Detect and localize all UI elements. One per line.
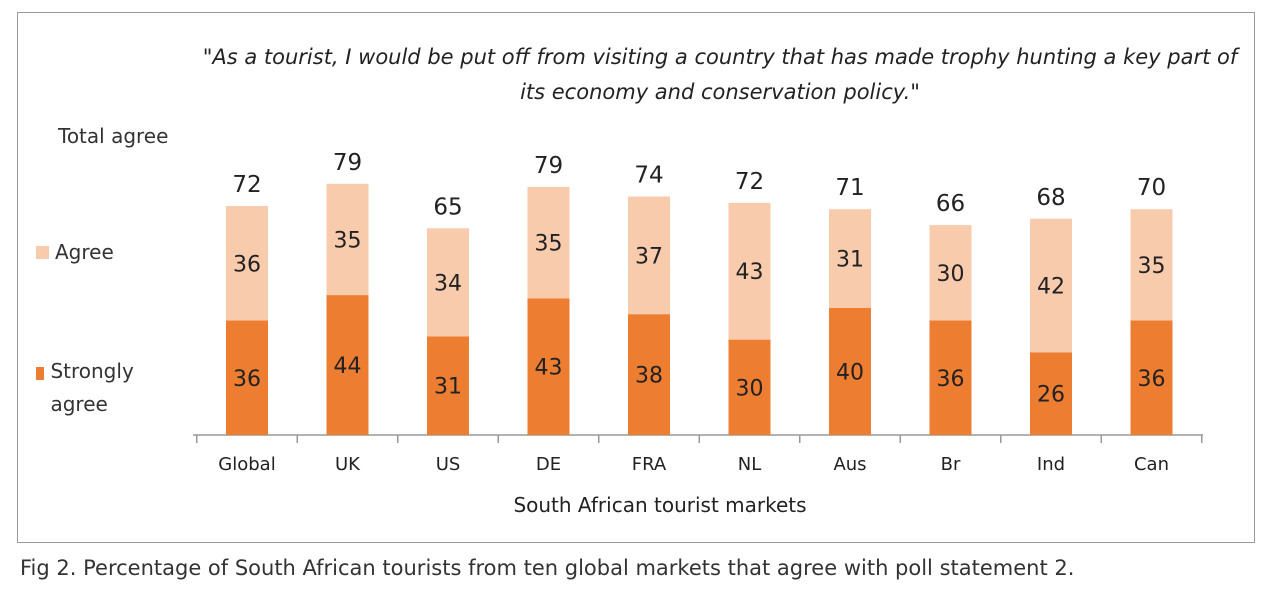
x-tick-label: Global <box>218 454 275 475</box>
bar-agree-DE <box>527 186 570 299</box>
bar-strongly-agree-FRA <box>628 314 670 435</box>
total-agree-label: Total agree <box>58 124 169 148</box>
data-label: 36 <box>233 252 261 277</box>
data-label: 42 <box>1037 275 1065 300</box>
total-label-FRA: 74 <box>634 163 663 189</box>
data-label: 30 <box>736 376 764 401</box>
bar-strongly-agree-Aus <box>829 307 871 435</box>
bar-agree-Can <box>1130 209 1173 321</box>
x-tick-label: NL <box>738 454 762 475</box>
data-label: 36 <box>1138 367 1166 392</box>
data-label: 31 <box>434 375 462 400</box>
chart-frame <box>17 12 1255 543</box>
bar-agree-Aus <box>829 209 871 308</box>
data-label: 34 <box>434 271 462 296</box>
total-label-DE: 79 <box>534 153 563 179</box>
figure-caption: Fig 2. Percentage of South African touri… <box>20 556 1075 580</box>
legend-agree-label: Agree <box>55 240 114 264</box>
x-tick-label: DE <box>536 454 561 475</box>
data-label: 37 <box>635 244 663 269</box>
bar-agree-FRA <box>628 196 670 315</box>
x-tick-label: US <box>436 454 461 475</box>
total-label-Ind: 68 <box>1036 185 1065 211</box>
total-label-NL: 72 <box>735 169 764 195</box>
total-label-Aus: 71 <box>835 175 864 201</box>
bar-strongly-agree-UK <box>326 295 369 435</box>
x-tick-label: UK <box>335 454 361 475</box>
legend-strongly-agree: Strongly agree <box>36 355 146 421</box>
legend-agree-swatch <box>36 246 49 259</box>
bar-strongly-agree-DE <box>527 298 570 435</box>
chart-title: "As a tourist, I would be put off from v… <box>202 45 1238 104</box>
data-label: 44 <box>334 354 362 379</box>
bar-agree-UK <box>326 183 369 296</box>
legend-agree: Agree <box>36 240 114 264</box>
total-label-US: 65 <box>433 194 462 220</box>
x-tick-label: Ind <box>1037 454 1065 475</box>
bar-strongly-agree-Can <box>1130 320 1173 435</box>
x-tick-label: Br <box>941 454 961 475</box>
bar-strongly-agree-Ind <box>1030 352 1072 435</box>
total-label-Br: 66 <box>936 191 965 217</box>
data-label: 35 <box>1138 254 1166 279</box>
x-tick-label: Can <box>1134 454 1169 475</box>
data-label: 38 <box>635 364 663 389</box>
bar-agree-US <box>427 228 469 337</box>
data-label: 35 <box>535 232 563 257</box>
bar-strongly-agree-Br <box>929 320 972 435</box>
total-label-Global: 72 <box>232 172 261 198</box>
data-label: 35 <box>334 228 362 253</box>
data-label: 36 <box>937 367 965 392</box>
bar-agree-NL <box>728 202 771 340</box>
total-label-UK: 79 <box>333 150 362 176</box>
total-label-Can: 70 <box>1137 175 1166 201</box>
x-tick-label: FRA <box>632 454 667 475</box>
bar-strongly-agree-US <box>427 336 469 435</box>
bar-strongly-agree-Global <box>226 320 268 435</box>
bar-agree-Br <box>929 225 972 321</box>
data-label: 36 <box>233 367 261 392</box>
data-label: 30 <box>937 262 965 287</box>
legend-strongly-agree-swatch <box>36 367 45 380</box>
legend-strongly-agree-label: Strongly agree <box>50 359 134 416</box>
bar-agree-Ind <box>1030 218 1072 353</box>
data-label: 40 <box>836 360 864 385</box>
bar-agree-Global <box>226 206 268 321</box>
x-axis-label: South African tourist markets <box>513 493 807 517</box>
bar-strongly-agree-NL <box>728 339 771 435</box>
x-tick-label: Aus <box>833 454 866 475</box>
data-label: 43 <box>535 356 563 381</box>
data-label: 43 <box>736 260 764 285</box>
data-label: 26 <box>1037 383 1065 408</box>
data-label: 31 <box>836 248 864 273</box>
